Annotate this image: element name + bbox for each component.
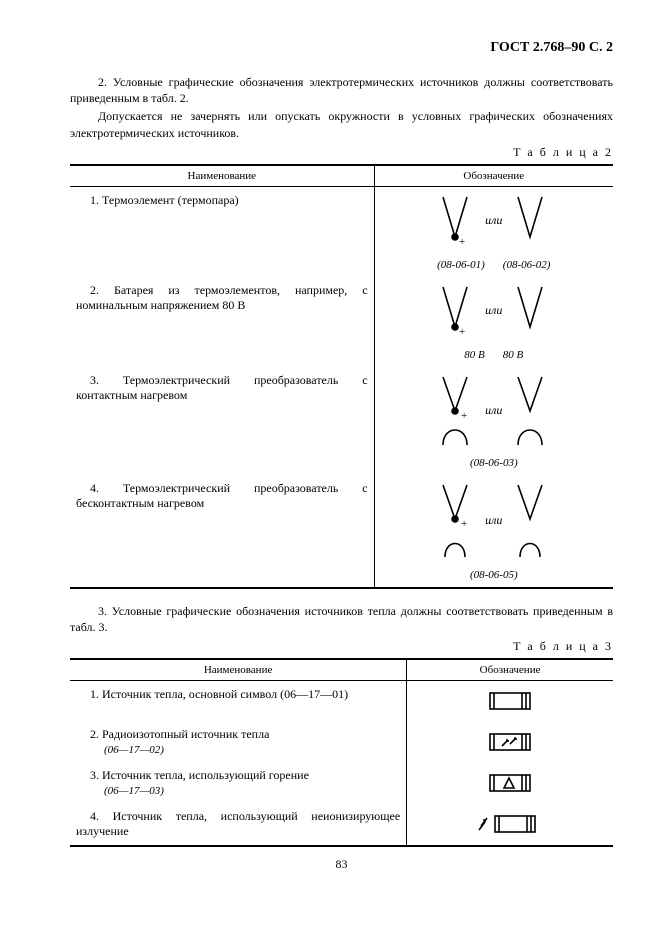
t3-row3-name: 3. Источник тепла, использующий горение (76, 768, 400, 783)
or-label: или (485, 513, 502, 528)
table-row: 4. Термоэлектрический преобразователь с … (70, 475, 613, 588)
table2-head-sym: Обозначение (374, 165, 613, 187)
table-row: 1. Источник тепла, основной символ (06—1… (70, 681, 613, 722)
table-row: 2. Радиоизотопный источник тепла (06—17—… (70, 721, 613, 762)
table2: Наименование Обозначение 1. Термоэлемент… (70, 164, 613, 589)
row1-name: 1. Термоэлемент (термопара) (76, 193, 368, 208)
row2-name: 2. Батарея из термоэлементов, например, … (76, 283, 368, 313)
section2-para1: 2. Условные графические обозначения элек… (70, 74, 613, 106)
t3-row2-sub: (06—17—02) (76, 744, 400, 756)
table-row: 3. Термоэлектрический преобразователь с … (70, 367, 613, 475)
thermocouple-filled-icon: + (433, 193, 479, 249)
page-number: 83 (70, 857, 613, 872)
t3-row2-name: 2. Радиоизотопный источник тепла (76, 727, 400, 742)
row4-code: (08-06-05) (381, 569, 607, 581)
heat-source-basic-icon (482, 687, 538, 715)
table3-label: Т а б л и ц а 3 (70, 639, 613, 654)
heat-source-radioisotope-icon (482, 728, 538, 756)
heat-source-combustion-icon (482, 769, 538, 797)
row2-labels: 80 В 80 В (381, 349, 607, 361)
thermo-noncontact-filled-icon: + (433, 481, 479, 561)
thermo-noncontact-open-icon (508, 481, 554, 561)
table2-label: Т а б л и ц а 2 (70, 145, 613, 160)
thermocouple-open-icon (508, 283, 554, 339)
thermocouple-filled-icon: + (433, 283, 479, 339)
section2-para2: Допускается не зачернять или опускать ок… (70, 108, 613, 140)
row1-codes: (08-06-01) (08-06-02) (381, 259, 607, 271)
table2-head-name: Наименование (70, 165, 374, 187)
table3-head-sym: Обозначение (407, 659, 613, 681)
page: ГОСТ 2.768–90 С. 2 2. Условные графическ… (0, 0, 661, 892)
svg-text:+: + (461, 410, 467, 422)
table-row: 2. Батарея из термоэлементов, например, … (70, 277, 613, 367)
voltage-label: 80 В (464, 349, 484, 361)
row3-symbols: + или (433, 373, 554, 449)
row3-code: (08-06-03) (381, 457, 607, 469)
table-row: 1. Термоэлемент (термопара) + или (70, 186, 613, 277)
code-text: (08-06-02) (503, 259, 551, 271)
code-text: (08-06-01) (437, 259, 485, 271)
or-label: или (485, 303, 502, 318)
or-label: или (485, 213, 502, 228)
row4-symbols: + или (433, 481, 554, 561)
t3-row1-name: 1. Источник тепла, основной символ (06—1… (76, 687, 400, 702)
thermocouple-open-icon (508, 193, 554, 249)
row3-name: 3. Термоэлектрический преобразователь с … (76, 373, 368, 403)
heat-source-nonionizing-icon (475, 810, 545, 838)
voltage-label: 80 В (503, 349, 523, 361)
row2-symbols: + или (433, 283, 554, 339)
thermo-contact-filled-icon: + (433, 373, 479, 449)
row1-symbols: + или (433, 193, 554, 249)
document-header: ГОСТ 2.768–90 С. 2 (70, 40, 613, 56)
row4-name: 4. Термоэлектрический преобразователь с … (76, 481, 368, 511)
svg-text:+: + (459, 236, 465, 248)
svg-text:+: + (461, 518, 467, 530)
t3-row4-name: 4. Источник тепла, использующий неионизи… (76, 809, 400, 839)
svg-text:+: + (459, 326, 465, 338)
table-row: 4. Источник тепла, использующий неионизи… (70, 803, 613, 846)
or-label: или (485, 403, 502, 418)
table3: Наименование Обозначение 1. Источник теп… (70, 658, 613, 847)
table-row: 3. Источник тепла, использующий горение … (70, 762, 613, 803)
table3-head-name: Наименование (70, 659, 407, 681)
t3-row3-sub: (06—17—03) (76, 785, 400, 797)
thermo-contact-open-icon (508, 373, 554, 449)
section3-para1: 3. Условные графические обозначения исто… (70, 603, 613, 635)
